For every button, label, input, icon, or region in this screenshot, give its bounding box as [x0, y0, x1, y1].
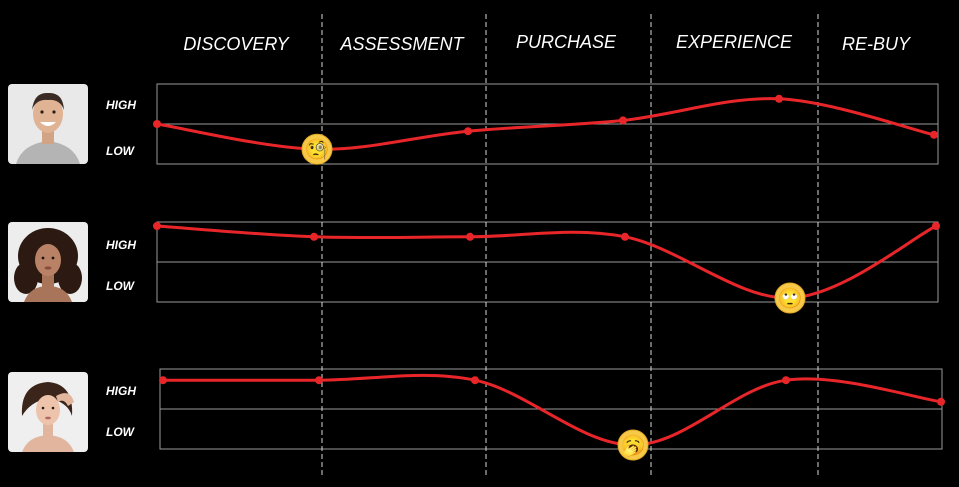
high-label: HIGH [106, 98, 136, 112]
stage-label-discovery: DISCOVERY [183, 34, 290, 54]
curve-point [464, 127, 472, 136]
stage-label-assessment: ASSESSMENT [339, 34, 465, 54]
curve-point [619, 116, 627, 125]
curve-point [153, 120, 161, 128]
avatar-man [8, 84, 88, 164]
curve-point [471, 376, 479, 385]
curve-point [930, 130, 938, 139]
avatar-woman-hand-hair [8, 372, 88, 452]
emoji-glyph: 🙄 [778, 287, 803, 310]
experience-curve [155, 97, 936, 151]
persona-lane-2: HIGH LOW [8, 221, 939, 303]
curve-point [153, 222, 161, 230]
persona-lane-1: HIGH LOW [8, 83, 939, 165]
emoji-face [617, 429, 649, 461]
emoji-glyph: 🥱 [621, 434, 646, 457]
stage-label-purchase: PURCHASE [516, 32, 617, 52]
curve-point [159, 376, 167, 385]
emoji-face [301, 133, 333, 165]
experience-curves: 🧐 🙄 🥱 [153, 94, 945, 461]
curve-point [621, 232, 629, 241]
low-label: LOW [106, 279, 136, 293]
high-label: HIGH [106, 238, 136, 252]
yawning-face-emoji: 🥱 [617, 429, 649, 461]
stage-header: DISCOVERY ASSESSMENT PURCHASE EXPERIENCE… [183, 32, 912, 54]
persona-lane-3: HIGH LOW [8, 368, 943, 452]
eye-roll-emoji: 🙄 [774, 282, 806, 314]
curve-point [932, 222, 940, 230]
curve-point [937, 397, 945, 406]
stage-dividers [321, 14, 819, 477]
curve-point [775, 94, 783, 103]
stage-label-rebuy: RE-BUY [842, 34, 912, 54]
avatar-curly-woman [8, 222, 88, 302]
curve-point [466, 232, 474, 241]
curve-point [782, 376, 790, 385]
experience-curve [155, 224, 938, 300]
emoji-face [774, 282, 806, 314]
high-label: HIGH [106, 384, 136, 398]
curve-point [310, 232, 318, 241]
experience-curve [161, 373, 943, 447]
low-label: LOW [106, 425, 136, 439]
curve-point [315, 376, 323, 385]
emoji-glyph: 🧐 [305, 138, 330, 161]
stage-label-experience: EXPERIENCE [676, 32, 793, 52]
low-label: LOW [106, 144, 136, 158]
face-with-monocle-emoji: 🧐 [301, 133, 333, 165]
